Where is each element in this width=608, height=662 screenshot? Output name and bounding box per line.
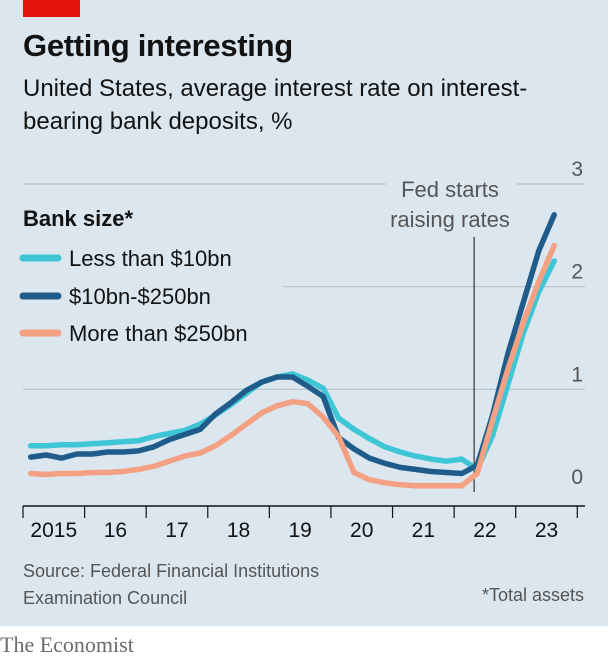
x-tick-label-18: 18 (227, 519, 250, 542)
series-line-0 (27, 258, 557, 473)
annotation-text-line2: raising rates (390, 207, 510, 232)
footnote: *Total assets (481, 585, 584, 605)
brand-red-tag (23, 0, 80, 17)
annotation: Fed starts raising rates (390, 177, 510, 492)
series-lines (27, 212, 557, 489)
x-tick-label-22: 22 (473, 519, 496, 542)
x-tick-label-20: 20 (350, 519, 373, 542)
x-tick-label-2015: 2015 (30, 519, 77, 542)
source-note: Source: Federal Financial Institutions E… (23, 561, 320, 608)
legend-label-small: Less than $10bn (69, 246, 232, 271)
x-axis: 2015 16 17 18 19 20 21 22 23 (22, 505, 585, 542)
economist-logo: The Economist (0, 632, 134, 657)
x-tick-label-23: 23 (535, 519, 558, 542)
legend-label-mid: $10bn-$250bn (69, 284, 211, 309)
x-tick-label-16: 16 (104, 519, 127, 542)
chart-panel (0, 0, 608, 626)
legend: Bank size* Less than $10bn $10bn-$250bn … (19, 206, 248, 346)
x-tick-label-21: 21 (412, 519, 435, 542)
x-tick-label-17: 17 (165, 519, 188, 542)
annotation-text-line1: Fed starts (401, 177, 499, 202)
chart-title: Getting interesting (23, 28, 293, 63)
y-tick-label-0: 0 (571, 466, 583, 489)
series-line-1 (27, 212, 557, 477)
y-tick-label-3: 3 (571, 158, 583, 181)
y-tick-label-1: 1 (571, 363, 583, 386)
legend-label-large: More than $250bn (69, 321, 248, 346)
y-tick-label-2: 2 (571, 261, 583, 284)
legend-title: Bank size* (23, 206, 133, 231)
x-tick-label-19: 19 (288, 519, 311, 542)
chart-subtitle: United States, average interest rate on … (23, 75, 528, 135)
y-tick-labels: 0 1 2 3 (571, 158, 583, 489)
series-line-2 (27, 242, 557, 489)
